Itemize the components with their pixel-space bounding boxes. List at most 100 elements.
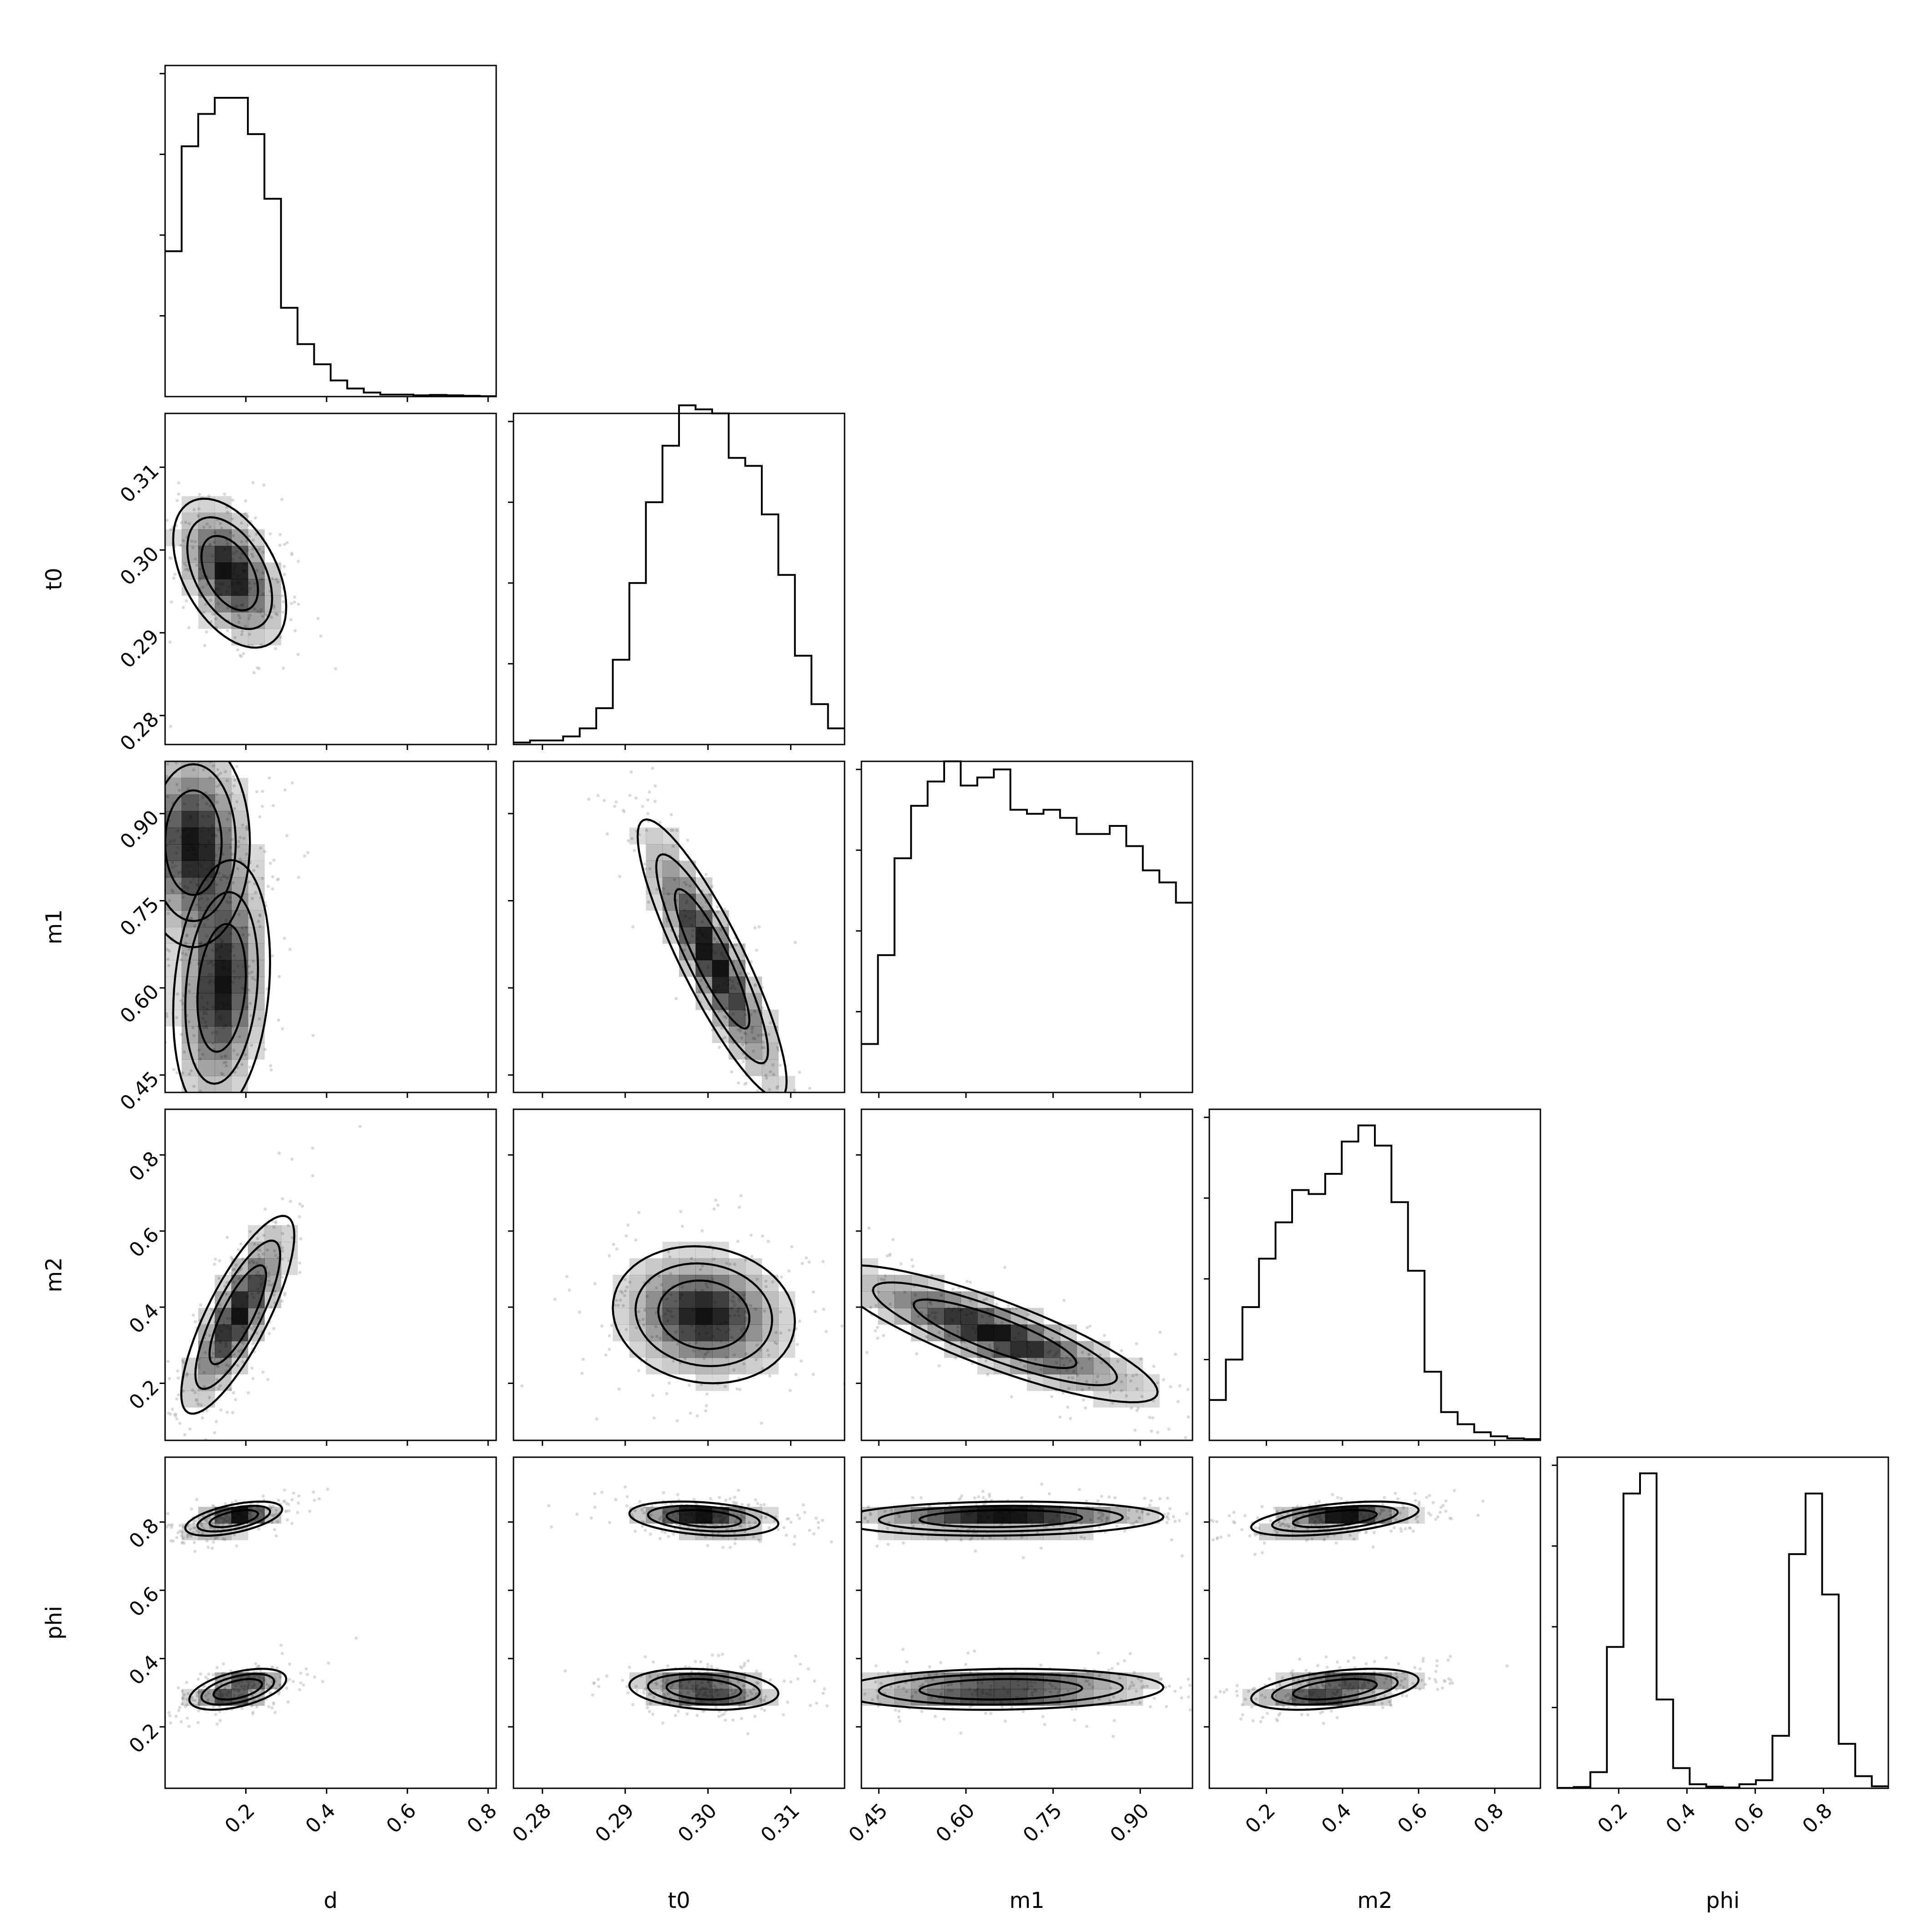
sample-point [297, 1501, 300, 1505]
sample-point [166, 719, 170, 722]
sample-point [920, 1710, 924, 1713]
sample-point [787, 1269, 791, 1273]
sample-point [250, 970, 254, 974]
sample-point [296, 1511, 299, 1514]
sample-point [652, 1416, 656, 1420]
sample-point [1109, 1686, 1113, 1690]
density-cell [1126, 1374, 1143, 1391]
sample-point [657, 1274, 661, 1278]
sample-point [1124, 1374, 1128, 1377]
sample-point [159, 831, 162, 834]
sample-point [740, 1514, 743, 1517]
sample-point [267, 1271, 271, 1275]
sample-point [614, 1303, 617, 1307]
sample-point [641, 1318, 645, 1321]
sample-point [130, 463, 133, 466]
density-cell [646, 1341, 663, 1358]
x-tick-label-phi: 0.6 [1730, 1799, 1769, 1838]
sample-point [241, 1360, 245, 1364]
sample-point [1277, 1713, 1281, 1717]
y-axis-label-phi: phi [41, 1606, 67, 1640]
sample-point [317, 1497, 321, 1501]
sample-point [676, 1710, 680, 1713]
density-cell [248, 1275, 265, 1292]
sample-point [625, 1495, 629, 1499]
sample-point [721, 1545, 725, 1549]
sample-point [283, 936, 287, 940]
sample-point [1174, 1353, 1177, 1356]
density-cell [662, 860, 679, 878]
sample-point [236, 1248, 240, 1252]
sample-point [789, 1680, 793, 1684]
sample-point [739, 1029, 742, 1033]
sample-point [1434, 1518, 1438, 1521]
sample-point [286, 1700, 290, 1704]
density-cell [646, 860, 663, 878]
sample-point [192, 1541, 196, 1545]
sample-point [1112, 1389, 1116, 1393]
sample-point [986, 1373, 990, 1377]
sample-point [197, 1530, 201, 1534]
sample-point [1023, 1364, 1026, 1368]
sample-point [658, 1517, 662, 1520]
sample-point [654, 1681, 658, 1685]
sample-point [855, 1525, 858, 1529]
contour-line [212, 1678, 263, 1701]
sample-point [246, 515, 250, 518]
sample-point [724, 1385, 727, 1389]
sample-point [755, 1246, 758, 1249]
sample-point [1380, 1701, 1384, 1705]
sample-point [170, 1523, 174, 1527]
sample-point [853, 1662, 856, 1665]
sample-point [1352, 1537, 1356, 1541]
sample-point [765, 1076, 769, 1080]
sample-point [1444, 1499, 1448, 1503]
sample-point [235, 765, 238, 768]
sample-point [942, 1717, 946, 1721]
sample-point [654, 1325, 658, 1328]
sample-point [760, 1046, 764, 1049]
sample-point [730, 1070, 734, 1074]
sample-point [211, 1521, 215, 1524]
sample-point [619, 1289, 623, 1293]
sample-point [761, 1234, 765, 1238]
sample-point [1254, 1697, 1258, 1701]
sample-point [203, 644, 206, 647]
sample-point [183, 1447, 186, 1450]
sample-point [695, 1414, 699, 1418]
sample-point [644, 1687, 648, 1691]
x-tick-label-phi: 0.4 [1661, 1799, 1701, 1838]
sample-point [724, 1036, 727, 1039]
sample-point [195, 728, 198, 731]
density-cell [1126, 1390, 1143, 1408]
sample-point [211, 764, 215, 768]
sample-point [170, 888, 174, 892]
sample-point [775, 1331, 778, 1334]
sample-point [1383, 1694, 1387, 1698]
contour-line [200, 535, 259, 612]
sample-point [652, 1660, 655, 1664]
sample-point [129, 716, 132, 719]
sample-point [624, 1289, 627, 1293]
sample-point [1260, 1551, 1264, 1555]
sample-point [319, 634, 322, 638]
density-cell [264, 612, 282, 629]
sample-point [812, 1290, 815, 1294]
sample-point [231, 719, 234, 723]
sample-point [1240, 1528, 1244, 1531]
sample-point [174, 1413, 177, 1416]
x-tick-label-phi: 0.8 [1798, 1799, 1837, 1838]
contour-line [180, 1215, 296, 1415]
sample-point [761, 1040, 765, 1044]
sample-point [1384, 1656, 1388, 1660]
sample-point [1132, 1670, 1136, 1674]
sample-point [1248, 1534, 1252, 1538]
sample-point [1276, 1719, 1279, 1723]
y-tick-label-m1: 0.45 [116, 1067, 163, 1115]
sample-point [1243, 1697, 1247, 1701]
sample-point [669, 1272, 672, 1276]
sample-point [1021, 1556, 1025, 1560]
contour-line [918, 1509, 1083, 1529]
sample-point [1186, 1388, 1190, 1391]
density-cell [1093, 1358, 1110, 1374]
